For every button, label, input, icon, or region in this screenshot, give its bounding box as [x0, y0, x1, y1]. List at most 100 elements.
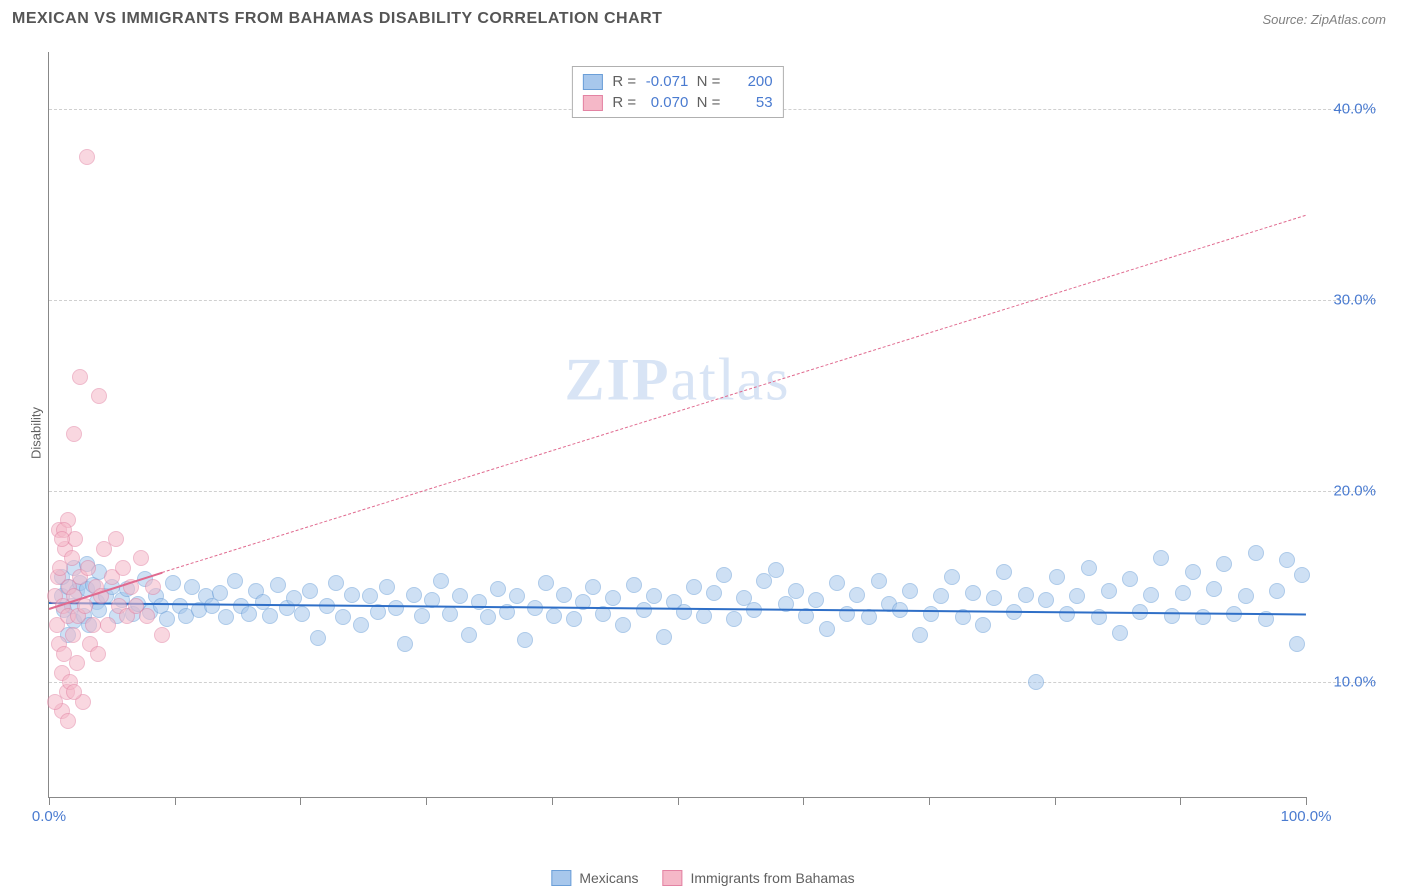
chart-source: Source: ZipAtlas.com — [1262, 12, 1386, 27]
y-tick-label: 10.0% — [1333, 674, 1376, 691]
x-tick — [1306, 797, 1307, 805]
scatter-point — [406, 587, 422, 603]
x-tick — [1055, 797, 1056, 805]
scatter-point — [861, 609, 877, 625]
scatter-point — [65, 627, 81, 643]
scatter-point — [433, 573, 449, 589]
scatter-point — [517, 632, 533, 648]
scatter-point — [64, 550, 80, 566]
stats-swatch — [582, 95, 602, 111]
x-tick — [300, 797, 301, 805]
scatter-point — [154, 627, 170, 643]
scatter-point — [546, 608, 562, 624]
scatter-point — [706, 585, 722, 601]
scatter-point — [829, 575, 845, 591]
scatter-point — [1216, 556, 1232, 572]
scatter-point — [302, 583, 318, 599]
scatter-point — [716, 567, 732, 583]
scatter-point — [933, 588, 949, 604]
scatter-point — [414, 608, 430, 624]
scatter-point — [585, 579, 601, 595]
scatter-point — [77, 598, 93, 614]
scatter-point — [165, 575, 181, 591]
scatter-point — [133, 550, 149, 566]
x-tick — [49, 797, 50, 805]
scatter-point — [1175, 585, 1191, 601]
scatter-point — [1289, 636, 1305, 652]
scatter-point — [79, 149, 95, 165]
x-tick — [1180, 797, 1181, 805]
watermark-rest: atlas — [671, 346, 791, 412]
scatter-point — [1038, 592, 1054, 608]
watermark: ZIPatlas — [565, 345, 791, 414]
scatter-point — [54, 531, 70, 547]
scatter-point — [60, 713, 76, 729]
scatter-point — [965, 585, 981, 601]
x-tick — [929, 797, 930, 805]
y-axis-label: Disability — [29, 407, 44, 459]
x-tick-label: 100.0% — [1281, 808, 1332, 825]
scatter-point — [902, 583, 918, 599]
scatter-point — [1238, 588, 1254, 604]
gridline — [49, 300, 1376, 301]
scatter-point — [69, 655, 85, 671]
scatter-point — [626, 577, 642, 593]
scatter-point — [85, 617, 101, 633]
scatter-point — [646, 588, 662, 604]
stats-text: R = 0.070 N = 53 — [612, 94, 772, 111]
scatter-point — [996, 564, 1012, 580]
chart-container: Disability ZIPatlas 10.0%20.0%30.0%40.0%… — [40, 38, 1386, 828]
scatter-point — [1049, 569, 1065, 585]
scatter-point — [344, 587, 360, 603]
stats-row: R = 0.070 N = 53 — [582, 92, 772, 113]
scatter-point — [91, 388, 107, 404]
scatter-point — [1153, 550, 1169, 566]
scatter-point — [328, 575, 344, 591]
scatter-point — [819, 621, 835, 637]
scatter-point — [1059, 606, 1075, 622]
legend-swatch — [551, 870, 571, 886]
scatter-point — [556, 587, 572, 603]
scatter-point — [353, 617, 369, 633]
scatter-point — [66, 684, 82, 700]
scatter-point — [66, 426, 82, 442]
scatter-point — [566, 611, 582, 627]
scatter-point — [975, 617, 991, 633]
x-tick — [678, 797, 679, 805]
y-tick-label: 40.0% — [1333, 101, 1376, 118]
scatter-point — [294, 606, 310, 622]
scatter-point — [726, 611, 742, 627]
x-tick — [552, 797, 553, 805]
scatter-point — [335, 609, 351, 625]
x-tick — [426, 797, 427, 805]
gridline — [49, 491, 1376, 492]
scatter-point — [538, 575, 554, 591]
scatter-point — [1248, 545, 1264, 561]
chart-title: MEXICAN VS IMMIGRANTS FROM BAHAMAS DISAB… — [12, 10, 662, 28]
legend-swatch — [662, 870, 682, 886]
scatter-point — [1164, 608, 1180, 624]
scatter-point — [442, 606, 458, 622]
scatter-point — [849, 587, 865, 603]
scatter-point — [1081, 560, 1097, 576]
scatter-point — [1069, 588, 1085, 604]
scatter-point — [509, 588, 525, 604]
scatter-point — [212, 585, 228, 601]
scatter-point — [80, 560, 96, 576]
scatter-point — [808, 592, 824, 608]
scatter-point — [1101, 583, 1117, 599]
scatter-point — [72, 369, 88, 385]
scatter-point — [490, 581, 506, 597]
x-tick — [175, 797, 176, 805]
gridline — [49, 682, 1376, 683]
scatter-point — [871, 573, 887, 589]
scatter-point — [1028, 674, 1044, 690]
scatter-point — [159, 611, 175, 627]
scatter-point — [227, 573, 243, 589]
scatter-point — [605, 590, 621, 606]
scatter-point — [388, 600, 404, 616]
x-tick-label: 0.0% — [32, 808, 66, 825]
scatter-point — [615, 617, 631, 633]
stats-box: R = -0.071 N = 200R = 0.070 N = 53 — [571, 66, 783, 118]
scatter-point — [1185, 564, 1201, 580]
